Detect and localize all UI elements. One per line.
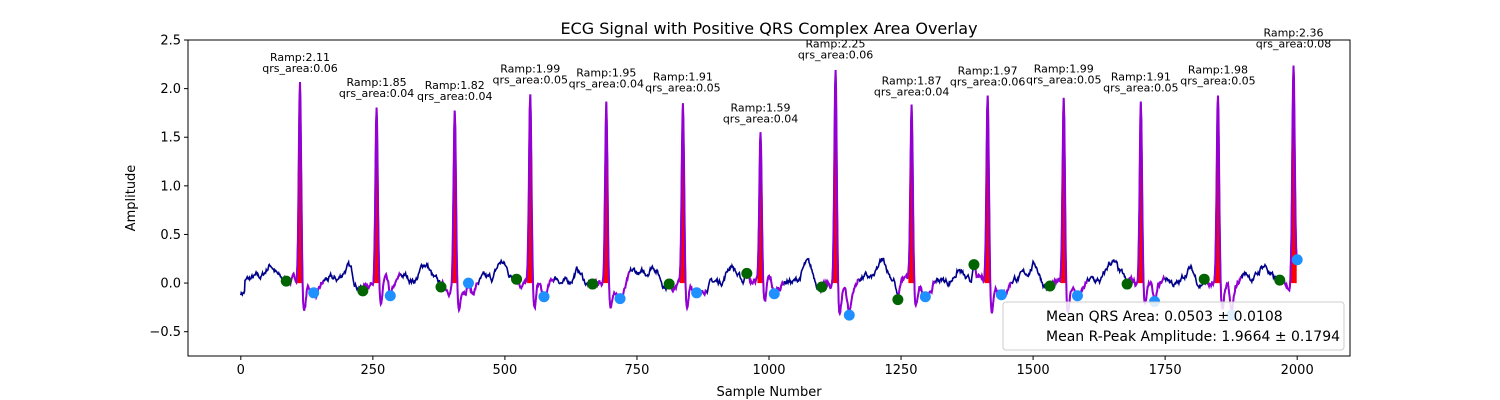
- qrs-area-label-12: qrs_area:0.05: [1103, 81, 1178, 94]
- x-axis-label: Sample Number: [716, 385, 822, 400]
- q-point-2: [357, 285, 369, 297]
- legend-box: [1002, 301, 1345, 351]
- qrs-area-label-9: qrs_area:0.04: [874, 85, 949, 98]
- ramp-label-13: Ramp:1.98: [1188, 64, 1248, 77]
- ramp-label-11: Ramp:1.99: [1034, 63, 1094, 76]
- x-tick-label: 0: [237, 363, 245, 378]
- ramp-label-6: Ramp:1.91: [653, 70, 713, 83]
- y-tick-label: 1.5: [160, 131, 181, 146]
- ramp-label-9: Ramp:1.87: [882, 74, 942, 87]
- q-point-8: [816, 281, 828, 293]
- s-point-1: [308, 287, 320, 299]
- y-tick-label: 0.0: [160, 277, 181, 292]
- ramp-label-7: Ramp:1.59: [731, 101, 791, 114]
- q-point-5: [587, 278, 599, 290]
- qrs-segment-13: [1203, 95, 1242, 316]
- qrs-area-label-10: qrs_area:0.06: [950, 76, 1025, 89]
- qrs-segment-11: [1049, 97, 1088, 316]
- s-point-9: [919, 291, 931, 303]
- qrs-area-label-13: qrs_area:0.05: [1180, 75, 1255, 88]
- legend-entry-mean-r-peak-amplitude: Mean R-Peak Amplitude: 1.9664 ± 0.1794: [1046, 329, 1340, 345]
- x-tick-label: 1000: [752, 363, 785, 378]
- s-point-3: [462, 277, 474, 289]
- x-axis-ticks: 0 250 500 750 1000 1250 1500 1750 2000: [237, 356, 1314, 378]
- legend-entry-mean-qrs-area: Mean QRS Area: 0.0503 ± 0.0108: [1046, 309, 1283, 325]
- x-tick-label: 1750: [1149, 363, 1182, 378]
- x-tick-label: 2000: [1281, 363, 1314, 378]
- s-point-4: [538, 291, 550, 303]
- legend: Mean QRS Area: 0.0503 ± 0.0108 Mean R-Pe…: [1002, 301, 1345, 351]
- x-tick-label: 1250: [884, 363, 917, 378]
- qrs-area-label-6: qrs_area:0.05: [645, 81, 720, 94]
- qrs-segment-4: [515, 94, 555, 312]
- qrs-segment-1: [285, 81, 325, 311]
- qrs-segment-7: [745, 132, 785, 303]
- ramp-label-10: Ramp:1.97: [958, 65, 1018, 78]
- qrs-area-label-4: qrs_area:0.05: [493, 74, 568, 87]
- qs-points-layer: [280, 254, 1303, 321]
- qrs-area-label-3: qrs_area:0.04: [417, 90, 492, 103]
- q-point-9: [892, 294, 904, 306]
- q-point-1: [280, 275, 292, 287]
- qrs-area-label-2: qrs_area:0.04: [339, 87, 414, 100]
- s-point-11: [1071, 290, 1083, 302]
- x-tick-label: 500: [492, 363, 517, 378]
- y-tick-label: 1.0: [160, 179, 181, 194]
- q-point-11: [1044, 280, 1056, 292]
- ramp-label-12: Ramp:1.91: [1111, 70, 1171, 83]
- ramp-label-2: Ramp:1.85: [347, 76, 407, 89]
- qrs-segment-8: [821, 69, 860, 317]
- q-point-12: [1121, 278, 1133, 290]
- s-point-2: [384, 290, 396, 302]
- s-point-8: [843, 309, 855, 321]
- qrs-area-label-14: qrs_area:0.08: [1256, 38, 1331, 51]
- ramp-label-5: Ramp:1.95: [576, 66, 636, 79]
- x-tick-label: 250: [360, 363, 385, 378]
- s-point-7: [768, 288, 780, 300]
- qrs-area-label-5: qrs_area:0.04: [569, 77, 644, 90]
- q-point-4: [511, 273, 523, 285]
- q-point-13: [1198, 273, 1210, 285]
- y-tick-label: 0.5: [160, 228, 181, 243]
- x-tick-label: 750: [625, 363, 650, 378]
- qrs-area-label-11: qrs_area:0.05: [1026, 74, 1101, 87]
- qrs-segment-10: [972, 95, 1012, 314]
- ramp-label-14: Ramp:2.36: [1263, 27, 1323, 40]
- ramp-label-3: Ramp:1.82: [425, 79, 485, 92]
- s-point-6: [691, 287, 703, 299]
- s-point-10: [995, 289, 1007, 301]
- q-point-7: [741, 267, 753, 279]
- qrs-area-label-8: qrs_area:0.06: [798, 48, 873, 61]
- y-tick-label: 2.0: [160, 82, 181, 97]
- qrs-segment-6: [668, 103, 707, 312]
- qrs-segment-3: [440, 110, 479, 314]
- x-tick-label: 1500: [1017, 363, 1050, 378]
- s-point-5: [614, 293, 626, 305]
- y-axis-label: Amplitude: [124, 165, 139, 232]
- qrs-segment-2: [361, 107, 401, 308]
- ramp-label-1: Ramp:2.11: [270, 51, 330, 64]
- annotation-layer: Ramp:2.11qrs_area:0.06Ramp:1.85qrs_area:…: [262, 27, 1331, 126]
- qrs-segment-5: [592, 101, 631, 309]
- s-point-14: [1291, 254, 1303, 266]
- ramp-label-4: Ramp:1.99: [500, 63, 560, 76]
- q-point-6: [663, 278, 675, 290]
- chart-title: ECG Signal with Positive QRS Complex Are…: [560, 19, 977, 38]
- q-point-10: [968, 259, 980, 271]
- y-tick-label: 2.5: [160, 34, 181, 49]
- y-axis-ticks: −0.5 0.0 0.5 1.0 1.5 2.0 2.5: [149, 34, 188, 340]
- q-point-14: [1274, 274, 1286, 286]
- qrs-segment-12: [1126, 101, 1166, 306]
- qrs-segment-9: [896, 104, 936, 309]
- y-tick-label: −0.5: [149, 325, 181, 340]
- qrs-area-label-7: qrs_area:0.04: [723, 112, 798, 125]
- ramp-label-8: Ramp:2.25: [806, 37, 866, 50]
- q-point-3: [435, 281, 447, 293]
- qrs-area-label-1: qrs_area:0.06: [262, 62, 337, 75]
